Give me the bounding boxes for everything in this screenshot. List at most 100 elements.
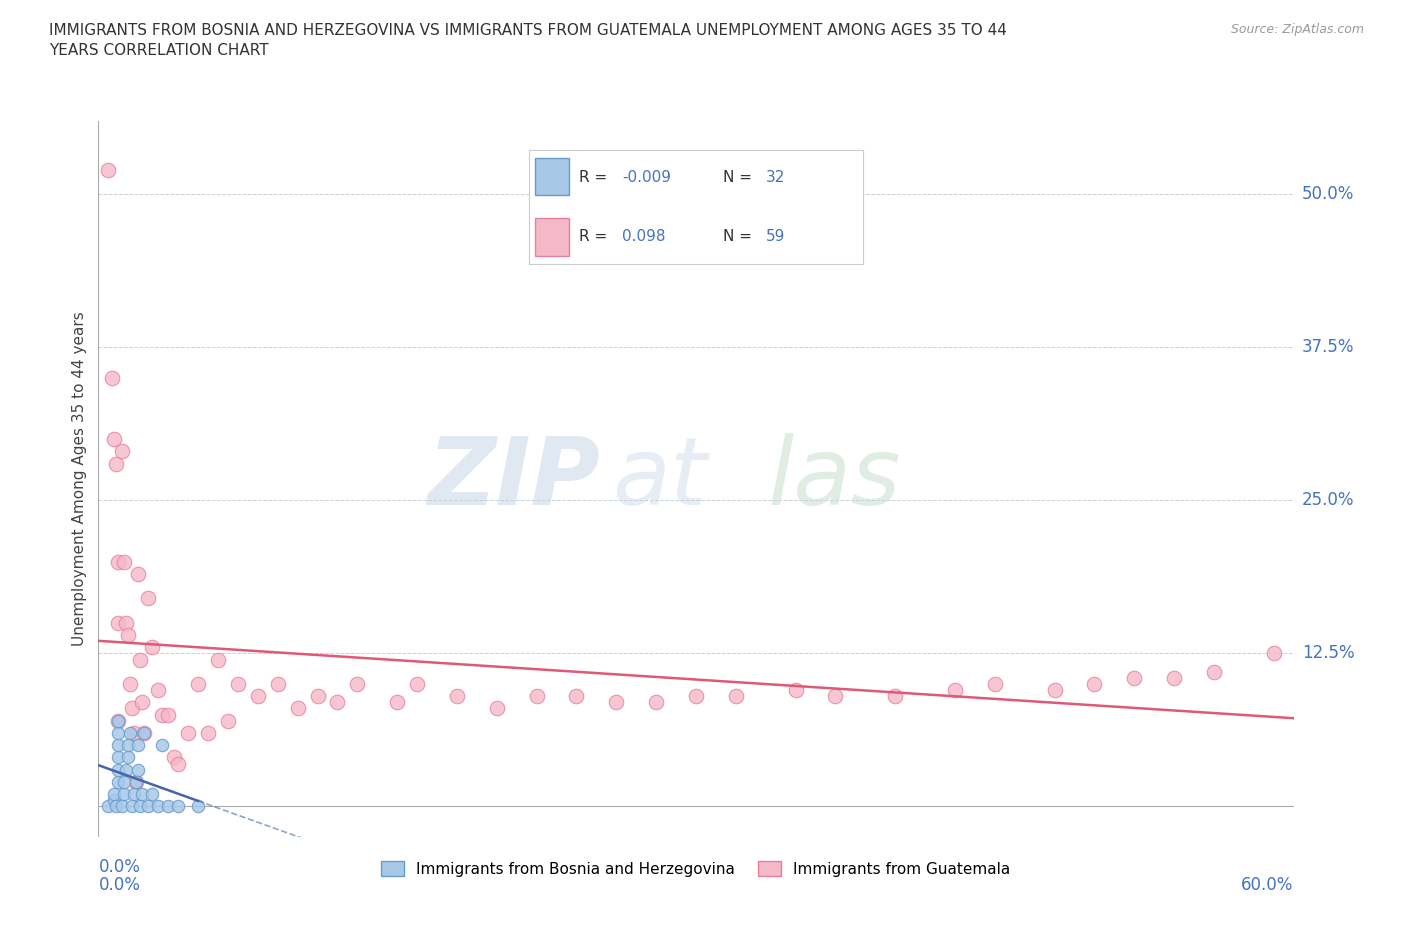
Point	[141, 787, 163, 802]
Point	[136, 591, 159, 605]
Point	[117, 750, 139, 764]
Point	[187, 799, 209, 814]
Point	[287, 701, 309, 716]
Text: ZIP: ZIP	[427, 433, 600, 525]
Text: 0.0%: 0.0%	[98, 876, 141, 894]
Point	[163, 750, 186, 764]
Point	[385, 695, 409, 710]
Point	[117, 737, 139, 752]
Point	[645, 695, 668, 710]
Point	[107, 554, 129, 569]
Point	[103, 432, 125, 446]
Point	[111, 799, 134, 814]
Point	[97, 799, 120, 814]
Point	[112, 554, 135, 569]
Point	[127, 737, 149, 752]
Point	[485, 701, 508, 716]
Point	[226, 676, 249, 691]
Point	[406, 676, 429, 691]
Point	[103, 787, 125, 802]
Y-axis label: Unemployment Among Ages 35 to 44 years: Unemployment Among Ages 35 to 44 years	[72, 312, 87, 646]
Point	[207, 652, 229, 667]
Text: Source: ZipAtlas.com: Source: ZipAtlas.com	[1230, 23, 1364, 36]
Text: 50.0%: 50.0%	[1302, 185, 1354, 204]
Point	[326, 695, 349, 710]
Text: 25.0%: 25.0%	[1302, 491, 1354, 510]
Point	[115, 763, 138, 777]
Point	[127, 763, 149, 777]
Legend: Immigrants from Bosnia and Herzegovina, Immigrants from Guatemala: Immigrants from Bosnia and Herzegovina, …	[375, 856, 1017, 884]
Point	[107, 713, 129, 728]
Point	[97, 163, 120, 178]
Point	[111, 444, 134, 458]
Point	[120, 676, 142, 691]
Point	[167, 756, 190, 771]
Point	[148, 683, 170, 698]
Point	[136, 799, 159, 814]
Point	[115, 616, 138, 631]
Point	[131, 695, 153, 710]
Point	[105, 799, 128, 814]
Point	[685, 689, 707, 704]
Text: 60.0%: 60.0%	[1241, 876, 1294, 894]
Point	[1083, 676, 1105, 691]
Point	[1202, 664, 1225, 679]
Point	[1163, 671, 1185, 685]
Point	[107, 616, 129, 631]
Text: IMMIGRANTS FROM BOSNIA AND HERZEGOVINA VS IMMIGRANTS FROM GUATEMALA UNEMPLOYMENT: IMMIGRANTS FROM BOSNIA AND HERZEGOVINA V…	[49, 23, 1007, 58]
Point	[124, 725, 146, 740]
Text: at: at	[613, 433, 707, 525]
Point	[141, 640, 163, 655]
Point	[107, 750, 129, 764]
Point	[107, 725, 129, 740]
Point	[131, 787, 153, 802]
Point	[197, 725, 219, 740]
Point	[605, 695, 627, 710]
Point	[884, 689, 907, 704]
Point	[121, 799, 143, 814]
Point	[121, 701, 143, 716]
Point	[127, 566, 149, 581]
Text: las: las	[768, 433, 901, 525]
Point	[103, 793, 125, 808]
Point	[187, 676, 209, 691]
Point	[307, 689, 329, 704]
Point	[125, 775, 148, 790]
Point	[112, 775, 135, 790]
Point	[217, 713, 239, 728]
Point	[112, 787, 135, 802]
Point	[124, 787, 146, 802]
Point	[984, 676, 1007, 691]
Point	[134, 725, 156, 740]
Point	[565, 689, 588, 704]
Text: 0.0%: 0.0%	[98, 858, 141, 876]
Text: 37.5%: 37.5%	[1302, 339, 1354, 356]
Point	[526, 689, 548, 704]
Point	[107, 713, 129, 728]
Point	[824, 689, 846, 704]
Point	[150, 707, 173, 722]
Point	[134, 725, 156, 740]
Point	[246, 689, 269, 704]
Point	[107, 763, 129, 777]
Point	[346, 676, 368, 691]
Point	[117, 628, 139, 643]
Point	[1043, 683, 1066, 698]
Point	[120, 725, 142, 740]
Point	[129, 652, 152, 667]
Point	[943, 683, 966, 698]
Point	[1123, 671, 1146, 685]
Point	[101, 370, 124, 385]
Point	[785, 683, 807, 698]
Point	[177, 725, 200, 740]
Point	[446, 689, 468, 704]
Point	[157, 799, 180, 814]
Point	[157, 707, 180, 722]
Text: 12.5%: 12.5%	[1302, 644, 1354, 662]
Point	[150, 737, 173, 752]
Point	[107, 737, 129, 752]
Point	[107, 775, 129, 790]
Point	[724, 689, 747, 704]
Point	[129, 799, 152, 814]
Point	[1263, 646, 1285, 661]
